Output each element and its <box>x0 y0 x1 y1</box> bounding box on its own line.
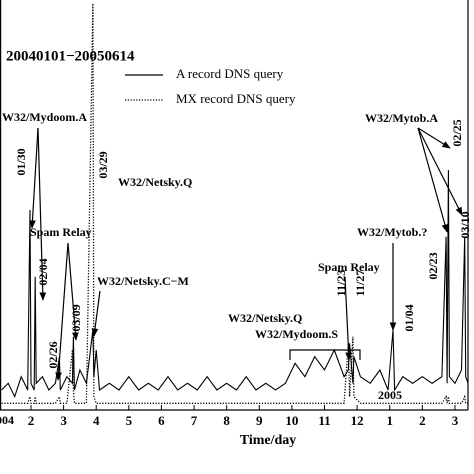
x-tick-label: 3 <box>60 413 67 428</box>
arrow <box>37 127 47 301</box>
annotation: 02/25 <box>450 119 464 146</box>
annotation: Spam Relay <box>30 225 92 239</box>
x-tick-label: 1 <box>386 413 393 428</box>
x-tick-label: 8 <box>223 413 230 428</box>
x-tick-label: 3 <box>452 413 459 428</box>
bracket <box>289 349 361 360</box>
annotation: W32/Mydoom.S <box>255 327 338 341</box>
annotation: 02/04 <box>36 258 50 285</box>
data-line <box>1 3 468 404</box>
x-tick-label: 6 <box>158 413 165 428</box>
annotation: W32/Netsky.Q <box>228 311 302 325</box>
annotation: Spam Relay <box>318 260 380 274</box>
x-tick-label: 7 <box>191 413 198 428</box>
x-tick-label: 9 <box>256 413 263 428</box>
annotation: 03/09 <box>69 304 83 331</box>
x-axis-label: Time/day <box>240 433 297 448</box>
arrow <box>417 127 451 149</box>
x-tick-label: 10 <box>285 413 298 428</box>
annotation: 02/23 <box>426 252 440 279</box>
arrow <box>417 127 449 233</box>
annotation: 01/30 <box>14 148 28 175</box>
annotation: W32/Netsky.C−M <box>97 274 189 288</box>
x-tick-label: 11 <box>318 413 330 428</box>
annotation: 11/23 <box>334 270 348 297</box>
arrow <box>417 127 463 216</box>
x-tick-label: 12 <box>351 413 364 428</box>
annotation: 03/10 <box>458 211 472 238</box>
arrows <box>29 127 463 381</box>
annotation: W32/Mytob.? <box>357 225 427 239</box>
x-tick-label: 2 <box>419 413 426 428</box>
annotation: 03/29 <box>96 151 110 178</box>
annotation: W32/Netsky.Q <box>118 175 192 189</box>
arrow <box>29 127 39 229</box>
data-line <box>1 169 469 399</box>
annotation: 2005 <box>378 388 402 402</box>
annotation: W32/Mydoom.A <box>2 110 87 124</box>
annotation: 01/04 <box>402 304 416 331</box>
arrow <box>67 242 79 341</box>
legend-label: A record DNS query <box>176 66 284 81</box>
arrow <box>344 276 352 361</box>
legend-label: MX record DNS query <box>176 91 296 106</box>
chart-title: 20040101−20050614 <box>6 48 135 64</box>
annotation: 2004 <box>0 413 14 427</box>
x-tick-label: 5 <box>126 413 133 428</box>
x-tick-label: 2 <box>28 413 35 428</box>
annotation: 02/26 <box>46 341 60 368</box>
annotation: 11/27 <box>353 270 367 297</box>
annotation: W32/Mytob.A <box>365 111 438 125</box>
arrow <box>91 290 101 337</box>
x-tick-label: 4 <box>93 413 100 428</box>
